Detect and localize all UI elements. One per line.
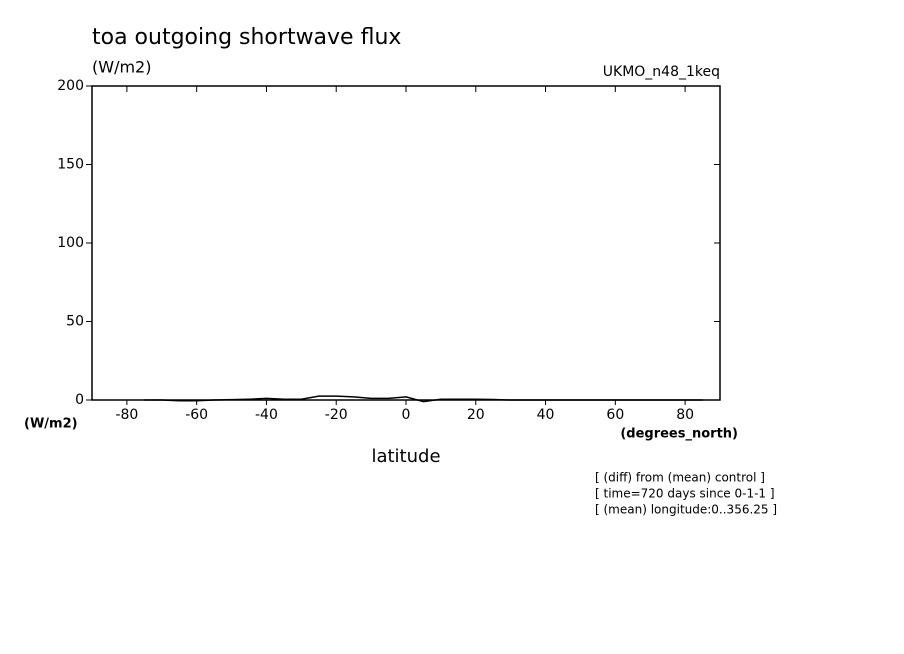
x-tick-label: 0 xyxy=(402,407,411,423)
y-tick-label: 150 xyxy=(57,157,84,173)
x-tick-label: 80 xyxy=(676,407,694,423)
y-tick-label: 200 xyxy=(57,78,84,94)
y-tick-label: 0 xyxy=(75,392,84,408)
y-tick-label: 50 xyxy=(66,314,84,330)
chart-title: toa outgoing shortwave flux xyxy=(92,25,401,50)
y-unit-label: (W/m2) xyxy=(24,417,78,432)
x-tick-label: -60 xyxy=(185,407,208,423)
x-axis-label: latitude xyxy=(371,446,440,467)
source-label: UKMO_n48_1keq xyxy=(603,64,720,80)
y-tick-label: 100 xyxy=(57,235,84,251)
x-tick-label: 20 xyxy=(467,407,485,423)
x-tick-label: 60 xyxy=(606,407,624,423)
x-tick-label: -40 xyxy=(255,407,278,423)
annotation: [ time=720 days since 0-1-1 ] xyxy=(595,487,775,501)
annotation: [ (diff) from (mean) control ] xyxy=(595,471,765,485)
line xyxy=(144,395,703,403)
x-tick-label: -80 xyxy=(115,407,138,423)
annotation: [ (mean) longitude:0..356.25 ] xyxy=(595,503,777,517)
x-tick-label: -20 xyxy=(325,407,348,423)
plot-frame xyxy=(91,85,721,401)
x-unit-label: (degrees_north) xyxy=(620,427,738,442)
x-tick-label: 40 xyxy=(537,407,555,423)
subtitle: (W/m2) xyxy=(92,58,151,77)
